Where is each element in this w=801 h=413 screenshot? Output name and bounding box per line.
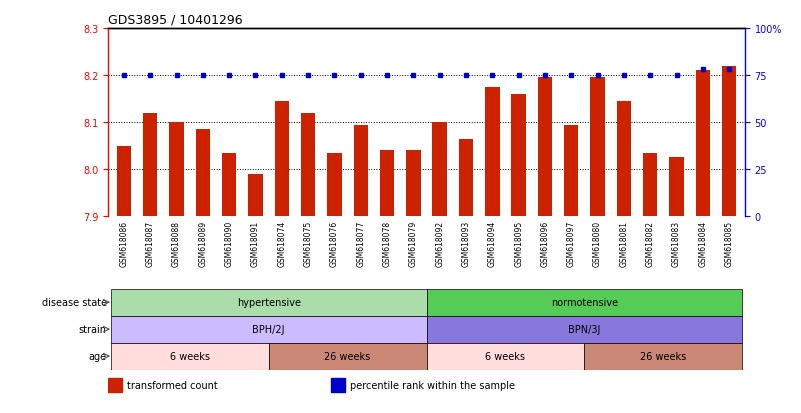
Text: GSM618097: GSM618097	[567, 220, 576, 266]
Bar	[643, 153, 658, 217]
Bar	[353, 125, 368, 217]
Bar	[268, 343, 426, 370]
Bar	[222, 153, 236, 217]
Bar	[670, 158, 684, 217]
Text: GSM618094: GSM618094	[488, 220, 497, 266]
Text: GDS3895 / 10401296: GDS3895 / 10401296	[108, 13, 243, 26]
Bar	[380, 151, 394, 217]
Bar	[695, 71, 710, 217]
Bar	[301, 114, 316, 217]
Bar	[564, 125, 578, 217]
Text: GSM618089: GSM618089	[199, 220, 207, 266]
Text: transformed count: transformed count	[127, 380, 218, 390]
Bar	[459, 139, 473, 217]
Text: GSM618077: GSM618077	[356, 220, 365, 266]
Bar	[117, 146, 131, 217]
Text: GSM618093: GSM618093	[461, 220, 470, 266]
Text: GSM618078: GSM618078	[383, 220, 392, 266]
Text: percentile rank within the sample: percentile rank within the sample	[350, 380, 515, 390]
Bar	[331, 378, 345, 392]
Text: disease state: disease state	[42, 297, 107, 308]
Bar	[722, 66, 736, 217]
Text: 6 weeks: 6 weeks	[170, 351, 210, 361]
Text: GSM618083: GSM618083	[672, 220, 681, 266]
Text: GSM618081: GSM618081	[619, 220, 629, 266]
Bar	[585, 343, 743, 370]
Text: GSM618092: GSM618092	[435, 220, 445, 266]
Text: GSM618075: GSM618075	[304, 220, 312, 266]
Bar	[111, 343, 268, 370]
Text: BPN/3J: BPN/3J	[568, 324, 601, 335]
Bar	[169, 123, 183, 217]
Text: GSM618082: GSM618082	[646, 220, 654, 266]
Text: GSM618079: GSM618079	[409, 220, 418, 266]
Bar	[406, 151, 421, 217]
Text: 26 weeks: 26 weeks	[640, 351, 686, 361]
Bar	[426, 343, 585, 370]
Text: 26 weeks: 26 weeks	[324, 351, 371, 361]
Bar	[433, 123, 447, 217]
Bar	[248, 175, 263, 217]
Bar	[195, 130, 210, 217]
Text: 6 weeks: 6 weeks	[485, 351, 525, 361]
Text: GSM618095: GSM618095	[514, 220, 523, 266]
Text: BPH/2J: BPH/2J	[252, 324, 285, 335]
Bar	[426, 316, 743, 343]
Bar	[111, 289, 426, 316]
Bar	[327, 153, 342, 217]
Text: normotensive: normotensive	[551, 297, 618, 308]
Bar	[485, 88, 500, 217]
Text: GSM618080: GSM618080	[593, 220, 602, 266]
Text: hypertensive: hypertensive	[236, 297, 300, 308]
Text: GSM618091: GSM618091	[251, 220, 260, 266]
Bar	[511, 95, 526, 217]
Bar	[111, 316, 426, 343]
Text: age: age	[89, 351, 107, 361]
Text: GSM618074: GSM618074	[277, 220, 286, 266]
Text: GSM618084: GSM618084	[698, 220, 707, 266]
Text: strain: strain	[78, 324, 107, 335]
Bar	[617, 102, 631, 217]
Bar	[108, 378, 122, 392]
Text: GSM618086: GSM618086	[119, 220, 128, 266]
Text: GSM618096: GSM618096	[541, 220, 549, 266]
Bar	[537, 78, 552, 217]
Text: GSM618085: GSM618085	[725, 220, 734, 266]
Bar	[426, 289, 743, 316]
Text: GSM618090: GSM618090	[224, 220, 234, 266]
Bar	[590, 78, 605, 217]
Bar	[275, 102, 289, 217]
Text: GSM618088: GSM618088	[172, 220, 181, 266]
Text: GSM618087: GSM618087	[146, 220, 155, 266]
Bar	[143, 114, 158, 217]
Text: GSM618076: GSM618076	[330, 220, 339, 266]
